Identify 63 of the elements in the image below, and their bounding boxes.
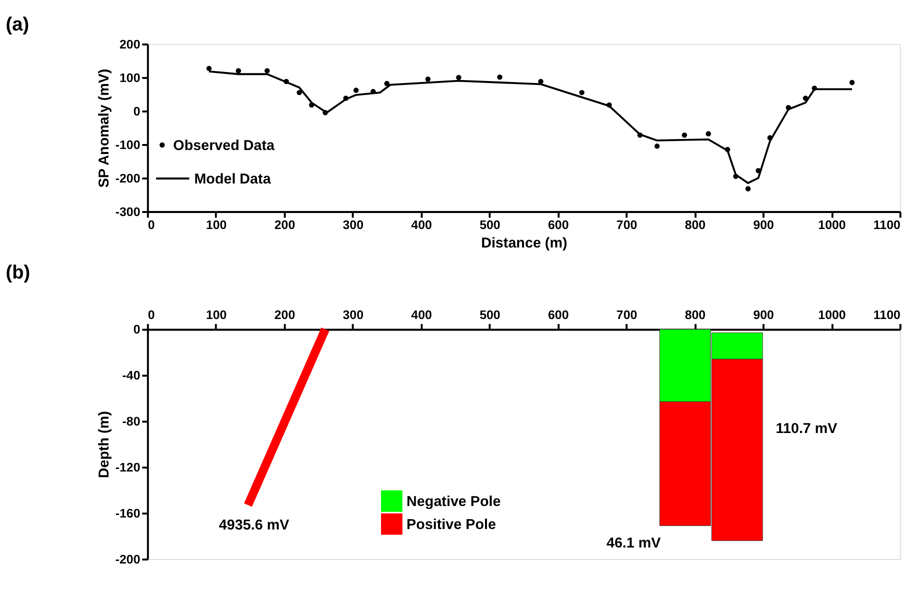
legend-label: Model Data xyxy=(194,171,272,188)
x-tick-label: 1100 xyxy=(873,218,900,232)
y-tick-label: -200 xyxy=(115,552,140,566)
x-tick-label: 900 xyxy=(753,308,774,322)
chart-title: (b) xyxy=(6,262,30,284)
point xyxy=(425,76,431,82)
x-tick-label: 1100 xyxy=(873,308,900,322)
y-tick-label: -200 xyxy=(115,171,140,186)
legend-label: Negative Pole xyxy=(406,494,501,510)
x-tick-label: 100 xyxy=(206,218,227,232)
y-tick-label: -120 xyxy=(115,460,140,474)
y-tick-label: -80 xyxy=(122,414,140,428)
point xyxy=(384,80,390,86)
legend-label: Observed Data xyxy=(173,138,276,154)
y-tick-label: 200 xyxy=(119,37,140,52)
x-tick-label: 0 xyxy=(148,308,155,322)
x-tick-label: 300 xyxy=(342,308,364,322)
point xyxy=(264,68,270,74)
x-tick-label: 800 xyxy=(684,218,706,232)
y-axis-title: SP Anomaly (mV) xyxy=(96,68,113,188)
point xyxy=(456,74,462,80)
point xyxy=(654,144,660,149)
point xyxy=(706,131,712,136)
x-tick-label: 700 xyxy=(616,308,638,322)
x-tick-label: 1000 xyxy=(818,218,846,232)
point xyxy=(236,68,242,74)
x-tick-label: 1000 xyxy=(818,308,846,322)
point xyxy=(745,186,751,192)
annotation: 110.7 mV xyxy=(776,420,838,437)
x-tick-label: 100 xyxy=(206,308,227,322)
y-tick-label: -40 xyxy=(122,368,140,383)
point xyxy=(849,80,855,86)
y-tick-label: 0 xyxy=(133,322,140,337)
x-tick-label: 200 xyxy=(274,218,296,232)
point xyxy=(579,90,584,96)
x-tick-label: 400 xyxy=(411,308,432,322)
x-tick-label: 0 xyxy=(148,218,155,232)
y-tick-label: 0 xyxy=(133,104,140,118)
x-tick-label: 400 xyxy=(411,218,432,232)
x-tick-label: 500 xyxy=(480,308,500,322)
point xyxy=(296,90,302,96)
point xyxy=(353,88,359,93)
x-tick-label: 700 xyxy=(616,218,638,232)
x-tick-label: 500 xyxy=(480,218,500,232)
annotation: 4935.6 mV xyxy=(218,517,290,534)
y-tick-label: -100 xyxy=(115,138,140,152)
x-tick-label: 200 xyxy=(274,308,296,322)
x-tick-label: 300 xyxy=(342,218,364,232)
point xyxy=(682,132,688,138)
y-tick-label: -300 xyxy=(115,204,140,219)
annotation: 46.1 mV xyxy=(606,536,662,552)
x-axis-title: Distance (m) xyxy=(481,235,568,252)
y-axis-title: Depth (m) xyxy=(96,410,113,478)
x-tick-label: 800 xyxy=(684,308,706,322)
chart-title: (a) xyxy=(6,14,30,36)
point xyxy=(206,66,212,72)
y-tick-label: -160 xyxy=(115,506,140,520)
point xyxy=(497,74,502,80)
x-tick-label: 900 xyxy=(753,218,774,232)
legend-label: Positive Pole xyxy=(406,516,496,533)
x-tick-label: 600 xyxy=(548,308,569,322)
x-tick-label: 600 xyxy=(548,218,569,232)
y-tick-label: 100 xyxy=(119,70,140,85)
